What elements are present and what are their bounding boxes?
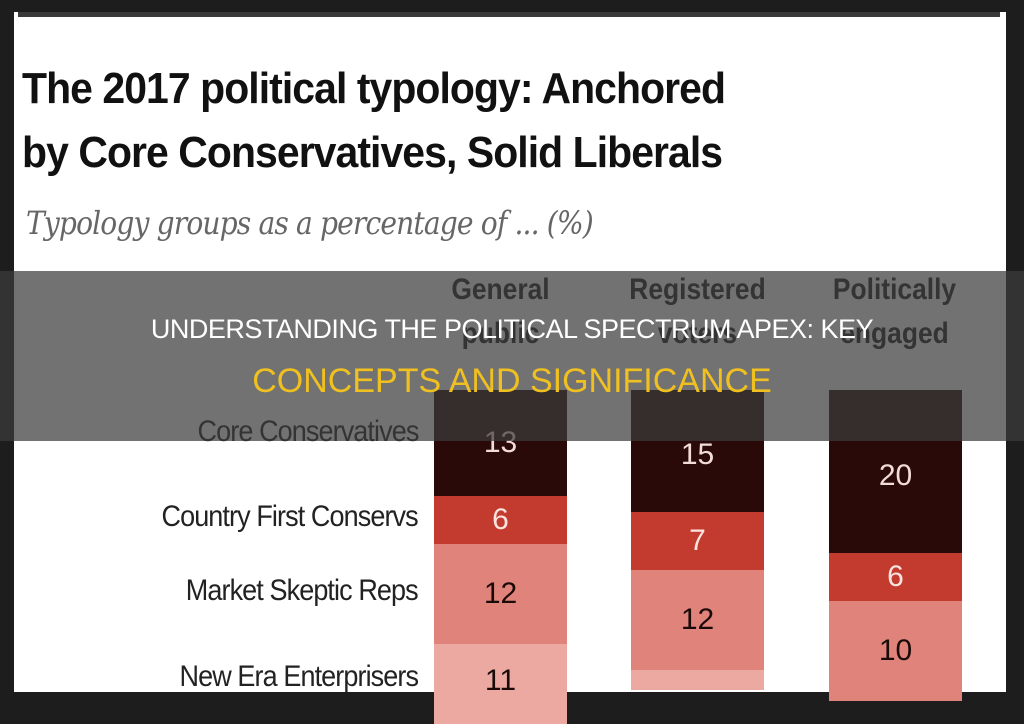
title-banner — [0, 271, 1024, 441]
chart-subtitle: Typology groups as a percentage of ... (… — [26, 204, 594, 242]
segment-market-skeptic: 12 — [434, 544, 567, 644]
banner-headline-line-2: CONCEPTS AND SIGNIFICANCE — [252, 362, 772, 400]
top-rule — [18, 12, 1000, 17]
row-label-new-era: New Era Enterprisers — [179, 660, 418, 693]
row-label-market-skeptic: Market Skeptic Reps — [185, 574, 419, 607]
segment-market-skeptic: 10 — [829, 601, 962, 701]
segment-new-era: 11 — [434, 644, 567, 724]
segment-country-first: 7 — [631, 512, 764, 570]
title-line-2: by Core Conservatives, Solid Liberals — [22, 128, 723, 177]
banner-headline-line-1: UNDERSTANDING THE POLITICAL SPECTRUM APE… — [150, 314, 874, 344]
row-label-country-first: Country First Conservs — [161, 500, 419, 533]
segment-new-era — [631, 670, 764, 690]
segment-value: 15 — [680, 438, 715, 471]
segment-market-skeptic: 12 — [631, 570, 764, 670]
title-line-1: The 2017 political typology: Anchored — [22, 64, 726, 113]
segment-value: 20 — [878, 459, 913, 492]
chart-title: The 2017 political typology: Anchored by… — [22, 57, 726, 185]
segment-country-first: 6 — [434, 496, 567, 544]
segment-country-first: 6 — [829, 553, 962, 601]
